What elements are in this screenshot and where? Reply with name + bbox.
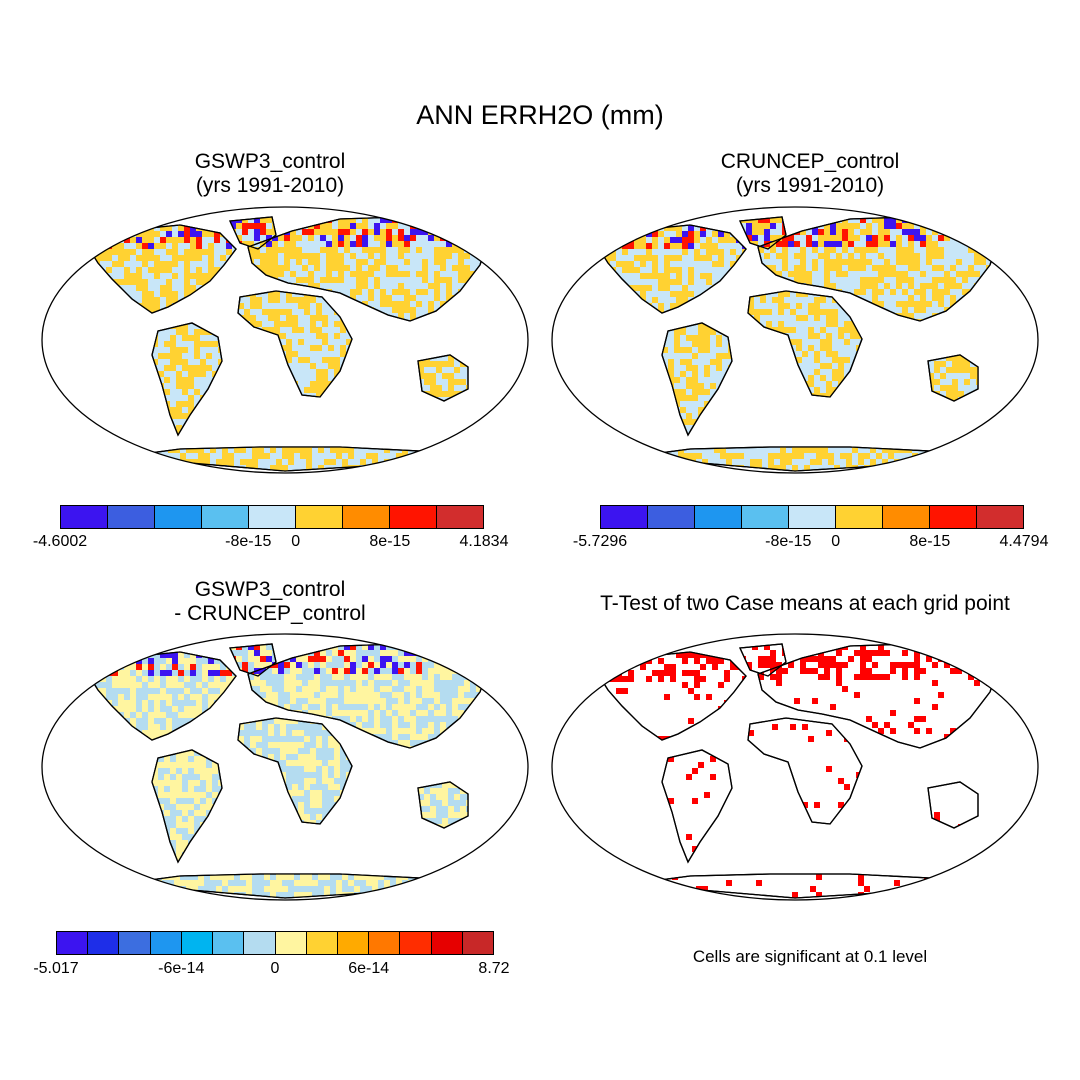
colorbar-label: 8.72 bbox=[478, 960, 510, 977]
colorbar-swatch bbox=[742, 506, 789, 528]
colorbar-label: -8e-15 bbox=[225, 533, 272, 550]
colorbar-label: -5.017 bbox=[33, 960, 79, 977]
colorbar-swatch bbox=[61, 506, 108, 528]
colorbar-swatch bbox=[601, 506, 648, 528]
panel-1-colorbar bbox=[60, 505, 484, 529]
colorbar-swatch bbox=[437, 506, 483, 528]
colorbar-label: -4.6002 bbox=[32, 533, 88, 550]
colorbar-swatch bbox=[155, 506, 202, 528]
map-border bbox=[551, 206, 1039, 474]
significance-note: Cells are significant at 0.1 level bbox=[692, 947, 928, 966]
colorbar-label: 0 bbox=[270, 960, 280, 977]
colorbar-label: 6e-14 bbox=[348, 960, 390, 977]
colorbar-label: -5.7296 bbox=[572, 533, 628, 550]
colorbar-swatch bbox=[883, 506, 930, 528]
map-border bbox=[551, 633, 1039, 901]
colorbar-label: -8e-15 bbox=[765, 533, 812, 550]
colorbar-swatch bbox=[119, 932, 151, 954]
figure-title: ANN ERRH2O (mm) bbox=[416, 100, 664, 130]
colorbar-swatch bbox=[88, 932, 120, 954]
colorbar-swatch bbox=[462, 932, 494, 954]
colorbar-swatch bbox=[150, 932, 182, 954]
colorbar-swatch bbox=[836, 506, 883, 528]
panel-3-colorbar bbox=[56, 931, 494, 955]
colorbar-swatch bbox=[648, 506, 695, 528]
colorbar-swatch bbox=[400, 932, 432, 954]
panel-2-colorbar bbox=[600, 505, 1024, 529]
colorbar-label: -6e-14 bbox=[158, 960, 205, 977]
colorbar-swatch bbox=[108, 506, 155, 528]
colorbar-swatch bbox=[431, 932, 463, 954]
colorbar-swatch bbox=[275, 932, 307, 954]
map-border bbox=[41, 206, 529, 474]
panel-3-colorbar-labels: -5.017 -6e-14 0 6e-14 8.72 bbox=[33, 960, 509, 980]
colorbar-swatch bbox=[244, 932, 276, 954]
south-america-outline bbox=[661, 749, 733, 864]
map-border bbox=[41, 633, 529, 901]
colorbar-swatch bbox=[343, 506, 390, 528]
colorbar-swatch bbox=[789, 506, 836, 528]
panel-4-title: T-Test of two Case means at each grid po… bbox=[600, 592, 1010, 615]
colorbar-swatch bbox=[181, 932, 214, 954]
colorbar-swatch bbox=[390, 506, 437, 528]
colorbar-swatch bbox=[695, 506, 742, 528]
colorbar-swatch bbox=[369, 932, 401, 954]
colorbar-label: 4.4794 bbox=[999, 533, 1049, 550]
colorbar-swatch bbox=[977, 506, 1023, 528]
colorbar-swatch bbox=[213, 932, 245, 954]
colorbar-label: 8e-15 bbox=[369, 533, 411, 550]
panel-1-colorbar-labels: -4.6002 -8e-15 0 8e-15 4.1834 bbox=[33, 533, 509, 553]
colorbar-swatch bbox=[202, 506, 249, 528]
colorbar-swatch bbox=[296, 506, 343, 528]
colorbar-label: 0 bbox=[291, 533, 301, 550]
panel-1-map bbox=[41, 206, 529, 474]
colorbar-label: 8e-15 bbox=[909, 533, 951, 550]
colorbar-swatch bbox=[57, 932, 89, 954]
panel-4-map bbox=[551, 633, 1039, 901]
colorbar-label: 4.1834 bbox=[459, 533, 509, 550]
colorbar-swatch bbox=[249, 506, 296, 528]
panel-3-map bbox=[41, 633, 529, 901]
field-cells bbox=[598, 217, 998, 471]
colorbar-swatch bbox=[337, 932, 370, 954]
colorbar-label: 0 bbox=[831, 533, 841, 550]
panel-2-map bbox=[551, 206, 1039, 474]
panel-2-colorbar-labels: -5.7296 -8e-15 0 8e-15 4.4794 bbox=[573, 533, 1049, 553]
panel-2-title: CRUNCEP_control (yrs 1991-2010) bbox=[720, 150, 900, 197]
panel-3-title: GSWP3_control - CRUNCEP_control bbox=[174, 578, 366, 625]
colorbar-swatch bbox=[930, 506, 977, 528]
panel-1-title: GSWP3_control (yrs 1991-2010) bbox=[194, 150, 346, 197]
colorbar-swatch bbox=[306, 932, 338, 954]
